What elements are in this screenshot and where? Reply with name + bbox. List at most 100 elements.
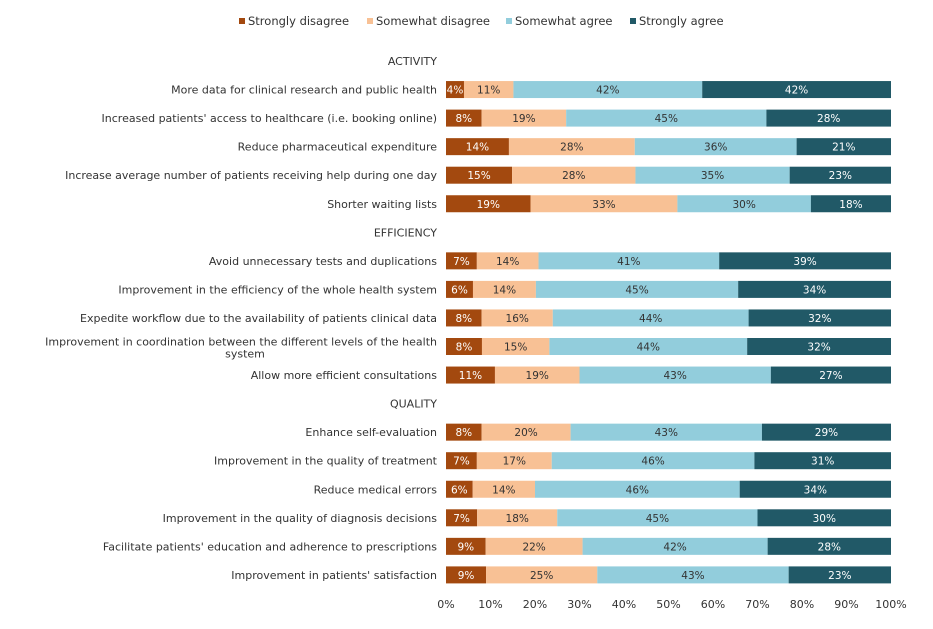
bar-segment	[446, 81, 464, 99]
data-label: 32%	[807, 342, 830, 354]
category-label: Increase average number of patients rece…	[65, 169, 437, 182]
bar-segment	[770, 366, 891, 384]
category-label: Improvement in the quality of diagnosis …	[163, 512, 438, 525]
data-label: 45%	[646, 513, 669, 525]
bar-segment	[481, 109, 567, 127]
data-label: 32%	[808, 313, 831, 325]
data-label: 19%	[512, 113, 535, 125]
legend-label: Somewhat agree	[515, 14, 613, 28]
x-tick-label: 20%	[523, 598, 547, 611]
data-label: 22%	[522, 541, 545, 553]
bar-segment	[788, 566, 891, 584]
category-label: Increased patients' access to healthcare…	[102, 112, 437, 125]
bar-segment	[446, 566, 487, 584]
data-label: 23%	[828, 570, 851, 582]
data-label: 16%	[506, 313, 529, 325]
x-tick-label: 10%	[478, 598, 502, 611]
bar-segment	[463, 81, 514, 99]
data-label: 14%	[496, 256, 519, 268]
bar-segment	[677, 195, 811, 213]
data-label: 21%	[832, 142, 855, 154]
bar-segment	[748, 309, 891, 327]
data-label: 35%	[701, 170, 724, 182]
bar-segment	[481, 309, 553, 327]
data-label: 46%	[626, 484, 649, 496]
data-label: 17%	[503, 456, 526, 468]
bar-segment	[477, 509, 558, 527]
legend-swatch	[506, 18, 512, 24]
section-header: ACTIVITY	[388, 55, 437, 68]
bar-segment	[513, 81, 703, 99]
category-label: Avoid unnecessary tests and duplications	[209, 255, 437, 268]
bar-segment	[739, 480, 891, 498]
category-label: Improvement in coordination between the …	[45, 336, 437, 349]
data-label: 34%	[804, 484, 827, 496]
data-label: 19%	[477, 199, 500, 211]
data-label: 28%	[817, 113, 840, 125]
data-label: 7%	[453, 456, 470, 468]
bar-segment	[485, 537, 583, 555]
data-label: 44%	[639, 313, 662, 325]
data-label: 14%	[466, 142, 489, 154]
section-header: EFFICIENCY	[374, 226, 437, 239]
data-label: 43%	[681, 570, 704, 582]
bar-segment	[747, 338, 891, 355]
bar-segment	[446, 166, 513, 184]
data-label: 42%	[785, 85, 808, 97]
legend-label: Strongly agree	[639, 14, 724, 28]
data-label: 14%	[492, 484, 515, 496]
category-label: Enhance self-evaluation	[305, 426, 437, 439]
x-tick-label: 80%	[790, 598, 814, 611]
data-label: 33%	[592, 199, 615, 211]
bar-segment	[634, 138, 797, 156]
data-label: 43%	[664, 370, 687, 382]
bar-segment	[508, 138, 635, 156]
bar-segment	[472, 280, 536, 298]
bar-segment	[538, 252, 720, 270]
bar-segment	[635, 166, 790, 184]
chart-legend: Strongly disagree Somewhat disagree Somewh…	[239, 14, 724, 28]
x-tick-label: 0%	[437, 598, 454, 611]
category-label: Improvement in the quality of treatment	[214, 455, 438, 468]
bar-segment	[494, 366, 580, 384]
data-label: 28%	[562, 170, 585, 182]
data-label: 8%	[455, 113, 472, 125]
data-label: 25%	[530, 570, 553, 582]
data-label: 6%	[451, 284, 468, 296]
data-label: 15%	[467, 170, 490, 182]
bar-segment	[579, 366, 771, 384]
bar-segment	[446, 309, 482, 327]
bar-segment	[754, 452, 891, 470]
data-label: 19%	[526, 370, 549, 382]
data-label: 42%	[596, 85, 619, 97]
data-label: 45%	[625, 284, 648, 296]
x-tick-label: 40%	[612, 598, 636, 611]
bar-segment	[530, 195, 678, 213]
data-label: 4%	[447, 85, 464, 97]
bar-segment	[481, 338, 550, 355]
bar-segment	[551, 452, 755, 470]
bar-segment	[476, 252, 539, 270]
data-label: 11%	[477, 85, 500, 97]
legend-swatch	[239, 18, 245, 24]
chart-rows: ACTIVITY More data for clinical research …	[45, 55, 891, 584]
data-label: 27%	[819, 370, 842, 382]
x-tick-label: 50%	[656, 598, 680, 611]
bar-segment	[810, 195, 891, 213]
data-label: 9%	[457, 541, 474, 553]
bar-segment	[446, 338, 482, 355]
bar-segment	[549, 338, 748, 355]
x-tick-label: 70%	[745, 598, 769, 611]
bar-segment	[796, 138, 891, 156]
x-tick-label: 90%	[834, 598, 858, 611]
legend-label: Somewhat disagree	[376, 14, 490, 28]
bar-segment	[552, 309, 749, 327]
x-tick-label: 100%	[875, 598, 906, 611]
data-label: 8%	[456, 342, 473, 354]
data-label: 7%	[453, 513, 470, 525]
bar-segment	[761, 423, 891, 441]
data-label: 44%	[637, 342, 660, 354]
data-label: 9%	[458, 570, 475, 582]
data-label: 23%	[829, 170, 852, 182]
